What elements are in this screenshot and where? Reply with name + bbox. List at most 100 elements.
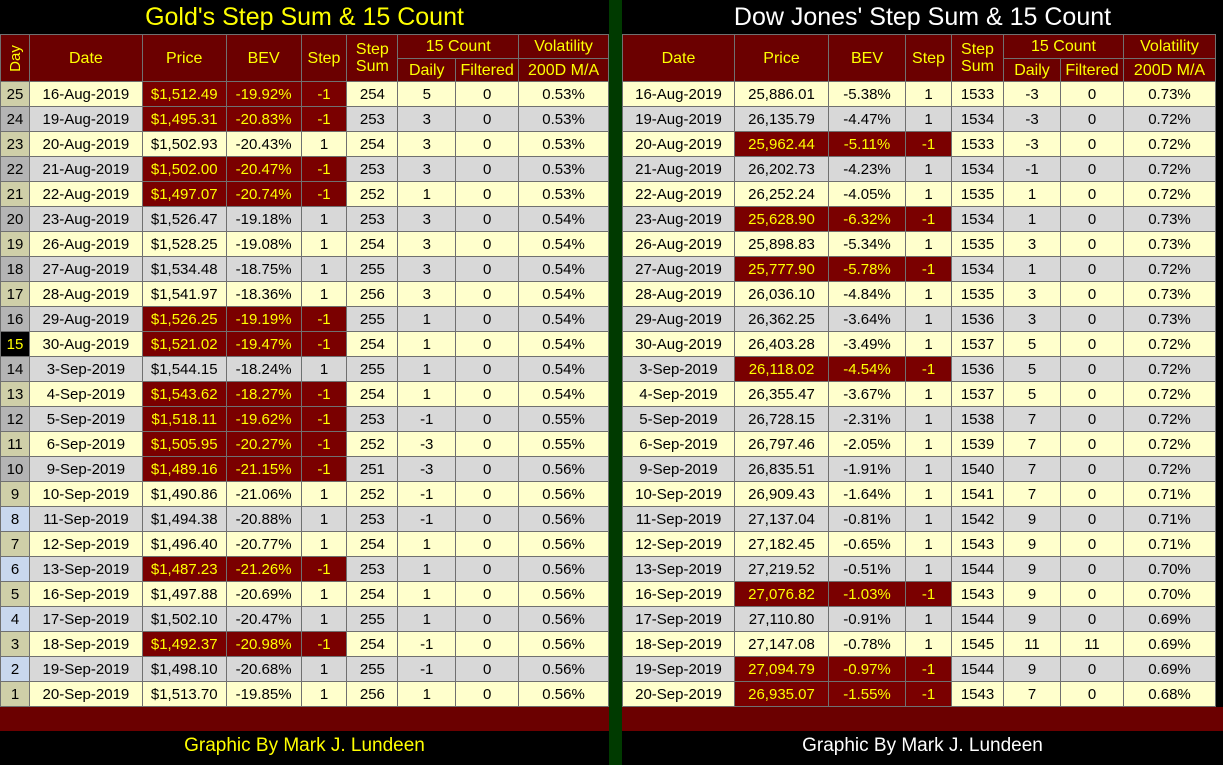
step-sum-cell: 253 (346, 106, 399, 132)
day-cell: 9 (0, 481, 30, 507)
day-cell: 15 (0, 331, 30, 357)
filtered-cell: 0 (455, 306, 520, 332)
step-sum-cell: 252 (346, 181, 399, 207)
step-cell: 1 (300, 131, 348, 157)
dow-panel: Dow Jones' Step Sum & 15 Count Date Pric… (622, 0, 1223, 765)
filtered-cell: 0 (455, 231, 520, 257)
day-cell: 23 (0, 131, 30, 157)
bev-cell: -18.36% (225, 281, 302, 307)
table-row: 20 23-Aug-2019 $1,526.47 -19.18% 1 253 3 0 0.54% (0, 206, 609, 232)
gold-table: Day Date Price BEV Step Step Sum 15 Coun… (0, 34, 609, 707)
price-cell: $1,490.86 (141, 481, 227, 507)
price-cell: $1,526.25 (141, 306, 227, 332)
step-sum-cell: 253 (346, 206, 399, 232)
step-cell: 1 (905, 106, 952, 132)
filtered-cell: 0 (455, 206, 520, 232)
day-cell: 16 (0, 306, 30, 332)
gold-table-bottom-band (0, 707, 609, 731)
filtered-cell: 0 (455, 331, 520, 357)
table-row: 19 26-Aug-2019 $1,528.25 -19.08% 1 254 3 0 0.54% (0, 231, 609, 257)
date-cell: 16-Sep-2019 (622, 581, 735, 607)
table-row: 17-Sep-2019 27,110.80 -0.91% 1 1544 9 0 0.69% (622, 606, 1216, 632)
table-row: 4-Sep-2019 26,355.47 -3.67% 1 1537 5 0 0.72% (622, 381, 1216, 407)
filtered-cell: 0 (1060, 656, 1124, 682)
date-cell: 11-Sep-2019 (28, 506, 143, 532)
volatility-cell: 0.54% (518, 356, 609, 382)
volatility-cell: 0.56% (518, 506, 609, 532)
step-cell: -1 (300, 406, 348, 432)
filtered-cell: 0 (455, 406, 520, 432)
step-sum-cell: 255 (346, 306, 399, 332)
step-sum-cell: 254 (346, 131, 399, 157)
table-row: 23-Aug-2019 25,628.90 -6.32% -1 1534 1 0 0.73% (622, 206, 1216, 232)
daily-cell: 9 (1003, 506, 1061, 532)
date-cell: 16-Sep-2019 (28, 581, 143, 607)
table-row: 13-Sep-2019 27,219.52 -0.51% 1 1544 9 0 0.70% (622, 556, 1216, 582)
header-15-count: 15 Count (1003, 34, 1124, 59)
price-cell: $1,497.07 (141, 181, 227, 207)
filtered-cell: 0 (1060, 81, 1124, 107)
bev-cell: -20.83% (225, 106, 302, 132)
volatility-cell: 0.56% (518, 481, 609, 507)
volatility-cell: 0.70% (1123, 581, 1216, 607)
daily-cell: 1 (397, 356, 457, 382)
price-cell: $1,541.97 (141, 281, 227, 307)
day-cell: 4 (0, 606, 30, 632)
bev-cell: -1.55% (828, 681, 906, 707)
step-sum-cell: 254 (346, 81, 399, 107)
table-row: 4 17-Sep-2019 $1,502.10 -20.47% 1 255 1 0 0.56% (0, 606, 609, 632)
bev-cell: -2.31% (828, 406, 906, 432)
filtered-cell: 0 (455, 356, 520, 382)
price-cell: 26,036.10 (734, 281, 829, 307)
date-cell: 13-Sep-2019 (28, 556, 143, 582)
price-cell: 27,137.04 (734, 506, 829, 532)
step-sum-cell: 253 (346, 156, 399, 182)
day-cell: 22 (0, 156, 30, 182)
day-cell: 2 (0, 656, 30, 682)
date-cell: 22-Aug-2019 (28, 181, 143, 207)
date-cell: 30-Aug-2019 (622, 331, 735, 357)
date-cell: 16-Aug-2019 (28, 81, 143, 107)
date-cell: 17-Sep-2019 (28, 606, 143, 632)
step-cell: 1 (300, 231, 348, 257)
step-sum-cell: 1535 (951, 181, 1004, 207)
table-row: 29-Aug-2019 26,362.25 -3.64% 1 1536 3 0 0.73% (622, 306, 1216, 332)
step-sum-cell: 1537 (951, 331, 1004, 357)
step-cell: 1 (905, 306, 952, 332)
step-sum-cell: 253 (346, 406, 399, 432)
daily-cell: -3 (1003, 131, 1061, 157)
header-step: Step (905, 34, 952, 82)
volatility-cell: 0.55% (518, 406, 609, 432)
date-cell: 20-Aug-2019 (28, 131, 143, 157)
daily-cell: -1 (397, 406, 457, 432)
daily-cell: 1 (397, 381, 457, 407)
volatility-cell: 0.72% (1123, 181, 1216, 207)
header-daily: Daily (1003, 58, 1061, 82)
filtered-cell: 0 (1060, 306, 1124, 332)
filtered-cell: 0 (455, 156, 520, 182)
price-cell: 27,147.08 (734, 631, 829, 657)
step-sum-cell: 1534 (951, 106, 1004, 132)
price-cell: 26,202.73 (734, 156, 829, 182)
step-cell: -1 (905, 656, 952, 682)
dow-table-bottom-band (622, 707, 1223, 731)
volatility-cell: 0.55% (518, 431, 609, 457)
volatility-cell: 0.54% (518, 331, 609, 357)
bev-cell: -20.27% (225, 431, 302, 457)
bev-cell: -0.91% (828, 606, 906, 632)
daily-cell: 1 (1003, 256, 1061, 282)
step-sum-cell: 1535 (951, 231, 1004, 257)
volatility-cell: 0.53% (518, 181, 609, 207)
price-cell: 27,076.82 (734, 581, 829, 607)
step-cell: -1 (300, 331, 348, 357)
bev-cell: -20.47% (225, 606, 302, 632)
bev-cell: -19.47% (225, 331, 302, 357)
step-cell: 1 (905, 556, 952, 582)
price-cell: 26,362.25 (734, 306, 829, 332)
day-cell: 8 (0, 506, 30, 532)
header-day: Day (0, 34, 30, 82)
price-cell: $1,487.23 (141, 556, 227, 582)
step-cell: 1 (300, 256, 348, 282)
step-sum-cell: 1533 (951, 81, 1004, 107)
price-cell: $1,495.31 (141, 106, 227, 132)
